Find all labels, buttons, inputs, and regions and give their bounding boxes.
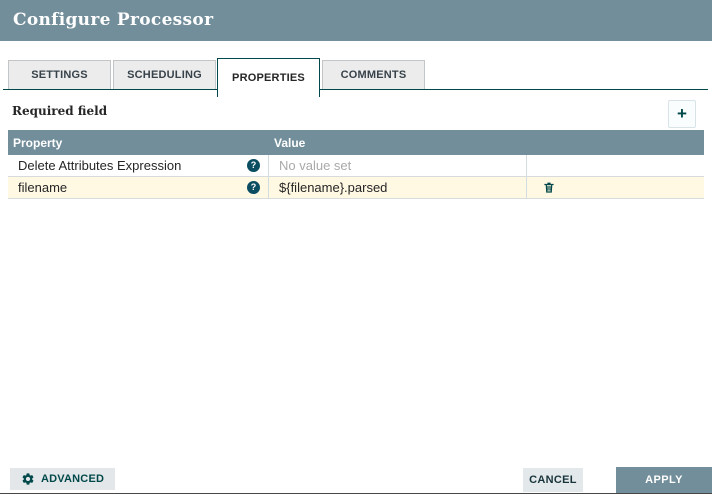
advanced-button[interactable]: ADVANCED: [10, 468, 116, 490]
gear-icon: [22, 473, 34, 485]
table-header-row: Property Value: [8, 130, 704, 155]
tab-scheduling[interactable]: SCHEDULING: [113, 60, 216, 90]
trash-icon: [544, 182, 554, 193]
table-row: Delete Attributes Expression ? No value …: [8, 155, 704, 177]
help-icon: ?: [247, 181, 260, 194]
property-name: Delete Attributes Expression: [18, 158, 182, 173]
required-field-label: Required field: [12, 104, 108, 118]
tab-comments[interactable]: COMMENTS: [322, 60, 425, 90]
property-name-cell: filename ?: [8, 177, 269, 198]
cancel-button[interactable]: CANCEL: [523, 468, 583, 492]
tab-properties[interactable]: PROPERTIES: [217, 58, 320, 97]
row-actions-cell: [527, 155, 704, 176]
delete-property-button[interactable]: [543, 181, 555, 194]
plus-icon: +: [677, 104, 687, 123]
column-header-value: Value: [274, 135, 306, 150]
property-value: ${filename}.parsed: [279, 180, 388, 195]
dialog-bottom-border: [0, 493, 712, 494]
property-value: No value set: [279, 158, 352, 173]
dialog-header: Configure Processor: [0, 0, 712, 41]
help-icon: ?: [247, 159, 260, 172]
property-value-cell[interactable]: No value set: [269, 155, 527, 176]
dialog-title: Configure Processor: [13, 10, 214, 30]
advanced-button-label: ADVANCED: [41, 473, 105, 485]
apply-button[interactable]: APPLY: [616, 467, 712, 493]
row-actions-cell: [527, 177, 704, 198]
properties-table: Property Value Delete Attributes Express…: [8, 130, 704, 199]
tab-settings[interactable]: SETTINGS: [8, 60, 111, 90]
add-property-button[interactable]: +: [668, 100, 696, 128]
property-value-cell[interactable]: ${filename}.parsed: [269, 177, 527, 198]
column-header-property: Property: [13, 135, 63, 150]
property-name-cell: Delete Attributes Expression ?: [8, 155, 269, 176]
property-name: filename: [18, 180, 68, 195]
table-row: filename ? ${filename}.parsed: [8, 177, 704, 199]
tabs-underline: [3, 89, 708, 90]
